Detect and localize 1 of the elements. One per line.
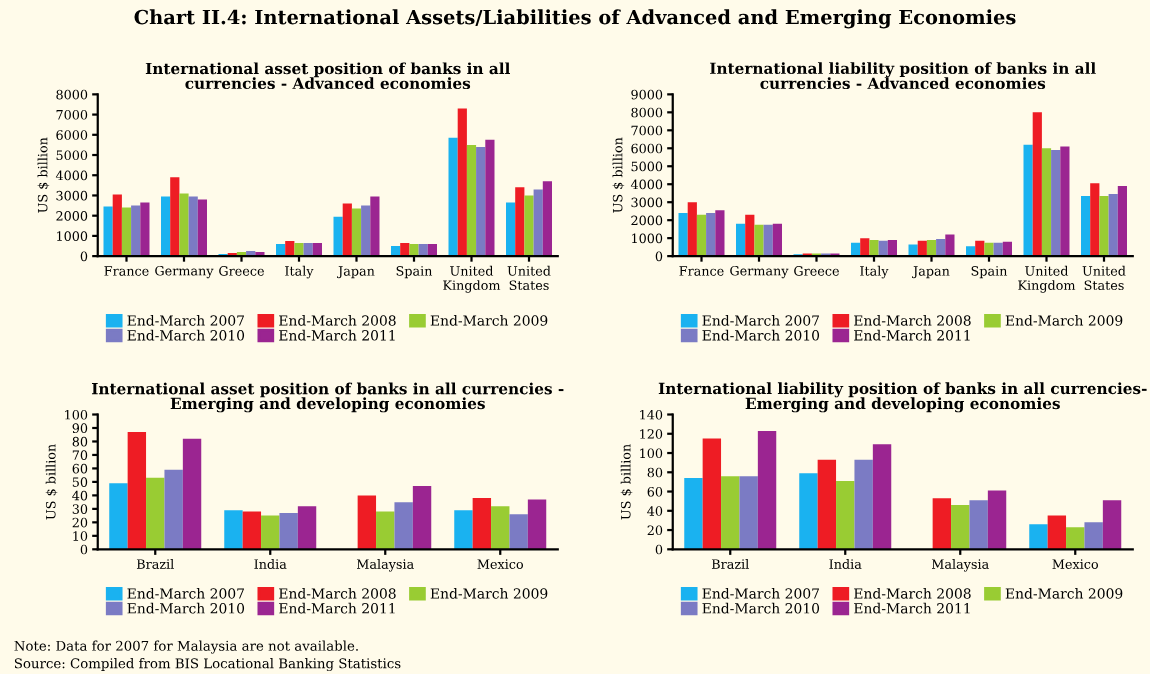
text: Chart II.4: International Assets/Liabilities of Advanced and Emerging Economies	[134, 9, 1016, 29]
